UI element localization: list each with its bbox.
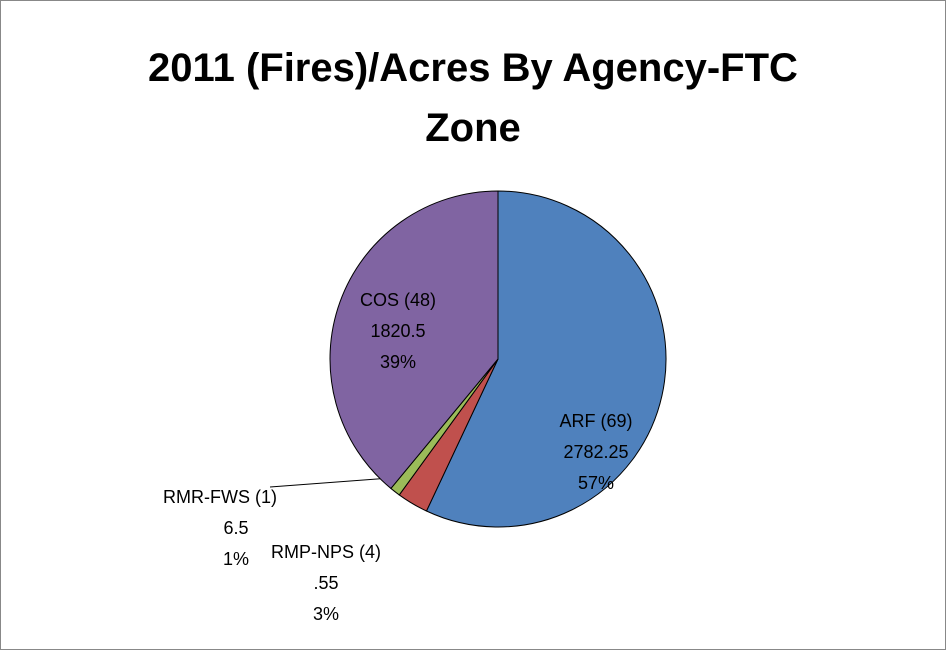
slice-label-category: RMR-FWS (1) xyxy=(163,487,277,507)
slice-label-acres: .55 xyxy=(313,573,338,593)
slice-label-acres: 6.5 xyxy=(223,518,248,538)
slice-label-category: RMP-NPS (4) xyxy=(271,542,381,562)
chart-title: 2011 (Fires)/Acres By Agency-FTC Zone xyxy=(148,46,798,150)
pie-slice xyxy=(425,190,667,528)
slice-label-category: COS (48) xyxy=(360,290,436,310)
slice-label-percent: 1% xyxy=(223,549,249,569)
slice-label-percent: 39% xyxy=(380,352,416,372)
leader-line xyxy=(269,477,391,488)
slice-label-acres: 2782.25 xyxy=(563,442,628,462)
slice-label-category: ARF (69) xyxy=(559,411,632,431)
slice-label-percent: 3% xyxy=(313,604,339,624)
pie-slice xyxy=(329,190,499,490)
slice-label-acres: 1820.5 xyxy=(370,321,425,341)
slice-label-percent: 57% xyxy=(578,473,614,493)
